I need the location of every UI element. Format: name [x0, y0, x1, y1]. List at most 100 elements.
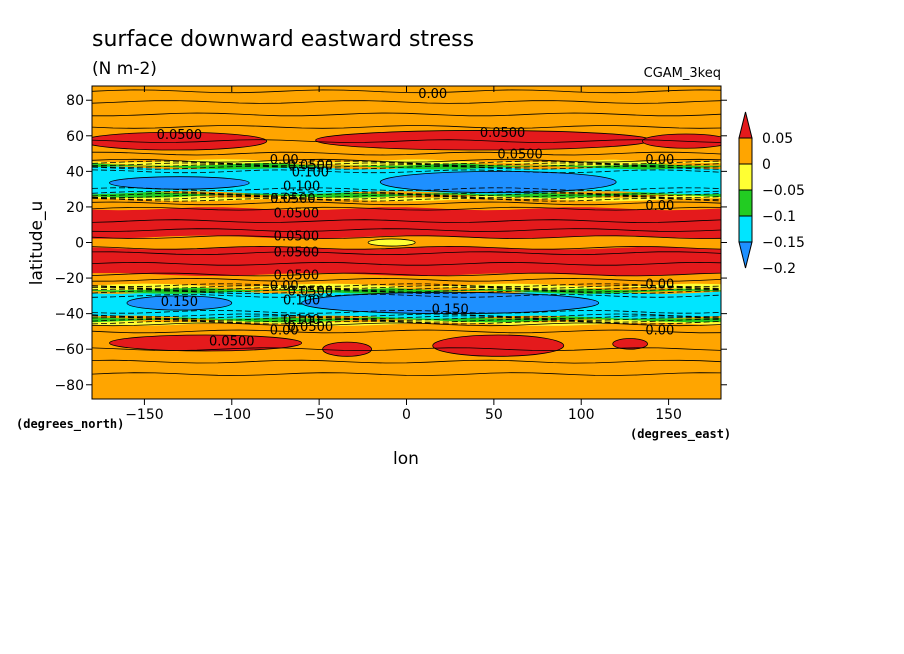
contour-label-22: 0.0500: [288, 320, 334, 335]
contour-label-12: 0.0500: [274, 229, 320, 244]
plot-area: [92, 86, 721, 399]
y-tick-label-5: 20: [66, 200, 84, 216]
y-tick-label-8: 80: [66, 93, 84, 109]
band-6: [92, 283, 721, 291]
contour-line-17: [92, 277, 721, 282]
colorbar-box-3: [738, 189, 753, 217]
contour-line-40: [92, 139, 721, 143]
contour-line-30: [92, 192, 721, 197]
contour-label-20: 0.150: [432, 302, 469, 317]
x-axis-units: (degrees_east): [630, 427, 731, 442]
y-axis-label: latitude_u: [27, 201, 47, 286]
contour-line-18: [92, 272, 721, 277]
shaded-patches: [92, 130, 721, 357]
contour-label-9: 0.0500: [270, 192, 316, 207]
contour-line-28: [92, 196, 721, 200]
colorbar-label-5: −0.2: [762, 261, 796, 277]
colorbar-box-1: [738, 137, 753, 165]
patch-s57-b: [322, 341, 372, 357]
y-tick-label-4: 0: [75, 236, 84, 252]
contour-line-16: [92, 283, 721, 288]
x-tick-label-6: 150: [655, 407, 682, 423]
chart-title: surface downward eastward stress: [92, 27, 474, 52]
colorbar-label-3: −0.1: [762, 209, 796, 225]
contour-line-20: [92, 251, 721, 256]
patch-s57-d: [612, 338, 649, 350]
chart-units: (N m-2): [92, 59, 157, 79]
contour-label-6: 0.100: [292, 165, 329, 180]
patch-n34-mid: [379, 170, 617, 194]
contour-line-19: [92, 261, 721, 266]
contour-line-36: [92, 162, 721, 167]
colorbar-label-2: −0.05: [762, 183, 805, 199]
contour-line-27: [92, 198, 721, 202]
band-13: [92, 191, 721, 198]
contour-line-39: [92, 151, 721, 156]
contour-line-14: [92, 286, 721, 291]
x-tick-label-0: −150: [125, 407, 163, 423]
x-axis-ticks: −150 −100 −50 0 50 100 150: [125, 86, 682, 423]
run-label: CGAM_3keq: [644, 66, 721, 81]
contour-label-2: 0.0500: [480, 126, 526, 141]
colorbar-label-0: 0.05: [762, 131, 793, 147]
contour-label-3: 0.0500: [497, 148, 543, 163]
contour-label-18: 0.100: [283, 293, 320, 308]
contour-line-0: [92, 372, 721, 376]
contour-line-31: [92, 190, 721, 195]
contour-line-33: [92, 169, 721, 174]
contour-labels: 0.000.0500 0.05000.05000.000.05000.1000.0…: [157, 87, 675, 349]
colorbar-label-1: 0: [762, 157, 771, 173]
contour-label-1: 0.0500: [157, 128, 203, 143]
x-tick-label-1: −100: [213, 407, 251, 423]
contour-line-13: [92, 288, 721, 293]
contour-line-25: [92, 206, 721, 211]
contour-label-11: 0.00: [645, 199, 674, 214]
contour-label-15: 0.00: [270, 279, 299, 294]
contour-line-21: [92, 245, 721, 250]
contour-line-9: [92, 313, 721, 318]
colorbar-label-4: −0.15: [762, 235, 805, 251]
contour-line-6: [92, 318, 721, 323]
contour-label-8: 0.100: [283, 180, 320, 195]
y-tick-label-6: 40: [66, 164, 84, 180]
patch-s34-west: [126, 295, 233, 311]
y-tick-label-7: 60: [66, 129, 84, 145]
patch-s34-mid: [301, 291, 600, 315]
contour-line-43: [92, 100, 721, 104]
contour-label-10: 0.0500: [274, 206, 320, 221]
contour-label-0: 0.00: [418, 87, 447, 102]
contour-line-8: [92, 315, 721, 320]
contour-line-32: [92, 187, 721, 192]
x-tick-label-2: −50: [304, 407, 334, 423]
contour-line-10: [92, 309, 721, 314]
patch-n34-west: [109, 176, 250, 190]
contour-line-35: [92, 164, 721, 168]
patch-s57-a: [109, 334, 303, 352]
band-17: [92, 86, 721, 163]
x-axis-label: lon: [393, 449, 419, 469]
contour-line-7: [92, 317, 721, 321]
contour-label-23: 0.00: [270, 324, 299, 339]
y-tick-label-2: −40: [54, 307, 84, 323]
band-8: [92, 246, 721, 277]
patch-s57-c: [432, 334, 565, 357]
contour-label-25: 0.0500: [209, 334, 255, 349]
patch-n60-west: [92, 131, 268, 151]
contour-label-17: 0.00: [645, 277, 674, 292]
colorbar-top-arrow: [738, 111, 753, 139]
contour-line-26: [92, 201, 721, 206]
contour-label-14: 0.0500: [274, 269, 320, 284]
colorbar-box-2: [738, 163, 753, 191]
x-tick-label-4: 50: [485, 407, 503, 423]
colorbar-box-4: [738, 215, 753, 243]
x-tick-label-3: 0: [402, 407, 411, 423]
band-15: [92, 162, 721, 170]
y-tick-label-1: −60: [54, 342, 84, 358]
y-tick-label-3: −20: [54, 271, 84, 287]
x-tick-label-5: 100: [568, 407, 595, 423]
contour-label-7: 0.00: [645, 153, 674, 168]
contour-line-24: [92, 219, 721, 224]
contour-line-42: [92, 112, 721, 117]
contour-line-41: [92, 125, 721, 129]
contour-label-16: 0.0500: [288, 285, 334, 300]
